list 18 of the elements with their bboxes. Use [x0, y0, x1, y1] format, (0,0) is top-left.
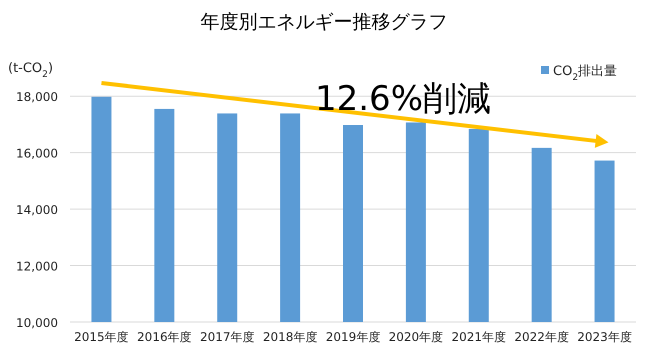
chart-title: 年度別エネルギー推移グラフ [200, 11, 448, 33]
x-tick-label: 2021年度 [452, 330, 506, 344]
legend-label: CO$_{2}$排出量 [553, 64, 618, 83]
y-tick-label: 10,000 [16, 316, 58, 330]
x-tick-label: 2023年度 [577, 330, 632, 344]
y-tick-label: 12,000 [16, 260, 58, 274]
x-tick-label: 2015年度 [74, 330, 129, 344]
x-tick-label: 2020年度 [388, 330, 444, 344]
x-tick-label: 2017年度 [200, 330, 254, 344]
y-tick-label: 18,000 [16, 90, 58, 104]
x-tick-label: 2016年度 [137, 330, 192, 344]
x-tick-label: 2019年度 [326, 330, 380, 344]
y-tick-label: 16,000 [16, 146, 58, 161]
y-tick-label: 14,000 [16, 203, 58, 218]
x-tick-label: 2018年度 [262, 330, 318, 344]
annotation: 12.6%削減 [314, 79, 492, 119]
y-axis-title: (t-CO$_{2}$) [8, 61, 54, 80]
x-tick-label: 2022年度 [514, 330, 569, 344]
